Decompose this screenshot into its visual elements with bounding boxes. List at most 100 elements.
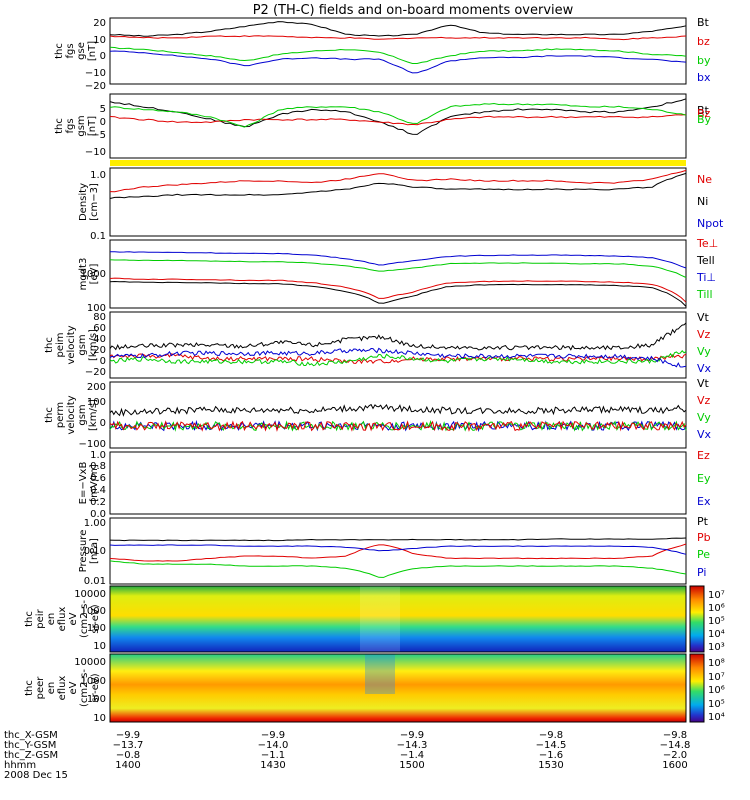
series-line-bx — [109, 50, 687, 74]
series-line-vx — [109, 347, 687, 368]
y-tick-label: 0.01 — [84, 576, 106, 587]
panel-frame — [109, 93, 687, 159]
y-tick-label: −20 — [85, 81, 106, 92]
y-tick-label: 100 — [87, 694, 106, 705]
ylabel-line: thc — [24, 611, 35, 627]
panel-frame — [109, 167, 687, 237]
legend-pe: Pe — [697, 548, 710, 561]
ylabel-line: [mV/m] — [89, 464, 100, 502]
x-tick-value: −14.5 — [536, 740, 567, 751]
y-tick-label: 80 — [93, 312, 106, 323]
legend-pb: Pb — [697, 531, 711, 544]
colorbar — [689, 653, 705, 723]
panel-fgs-gsm: thc fgs gsm [nT] 5 0 −5 −10 Bt Bz By — [54, 93, 712, 159]
series-line-bt — [109, 21, 687, 37]
series-line-vz — [109, 420, 687, 432]
legend-vx: Vx — [697, 428, 712, 441]
ylabel-line: E=−VxB — [78, 462, 89, 505]
legend-vx: Vx — [697, 362, 712, 375]
series-line-by — [109, 102, 687, 128]
x-axis-row-label: thc_Y-GSM — [4, 740, 56, 751]
ylabel-line: Density — [78, 183, 89, 221]
series-line-ni — [109, 172, 687, 199]
x-tick-value: 1530 — [538, 760, 563, 771]
x-tick-value: −14.3 — [397, 740, 428, 751]
panel-efield: E=−VxB [mV/m] 1.0 0.8 0.6 0.4 0.2 0.0 Ez… — [78, 449, 711, 520]
ylabel-line: velocity — [66, 325, 77, 364]
y-tick-label: 1.0 — [90, 170, 106, 181]
ylabel-line: thc — [44, 407, 55, 423]
legend-tepar: Tell — [696, 254, 715, 267]
series-line-pb — [109, 543, 687, 562]
panel-peim-velocity: thc peim velocity gsm [km/s] 80 60 40 20… — [44, 311, 712, 379]
x-axis-row-label: hhmm — [4, 760, 36, 771]
legend-ez: Ez — [697, 449, 710, 462]
legend-npot: Npot — [697, 217, 724, 230]
x-tick-value: −9.9 — [261, 730, 285, 741]
series-line-bz — [109, 35, 687, 41]
panel-frame — [109, 517, 687, 585]
legend-bx: bx — [697, 71, 711, 84]
colorbar-tick: 10⁴ — [708, 629, 725, 640]
x-tick-value: −9.9 — [400, 730, 424, 741]
legend-vt: Vt — [697, 377, 710, 390]
ylabel-line: fgs — [65, 118, 76, 133]
y-tick-label: 0 — [100, 356, 106, 367]
spectrogram-dip — [365, 654, 395, 694]
x-tick-value: −13.7 — [113, 740, 144, 751]
legend-teperp: Te⊥ — [696, 237, 718, 250]
panel-frame — [109, 451, 687, 515]
series-line-pi — [109, 544, 687, 555]
y-tick-label: 0.4 — [90, 485, 106, 496]
x-tick-value: 1430 — [260, 760, 285, 771]
ylabel-line: eV — [68, 612, 79, 625]
y-tick-label: 100 — [87, 303, 106, 314]
y-tick-label: 0 — [100, 51, 106, 62]
y-tick-label: −100 — [79, 439, 106, 450]
series-line-teperp — [109, 277, 687, 303]
y-tick-label: 10 — [93, 713, 106, 724]
y-tick-label: 10 — [93, 35, 106, 46]
y-tick-label: 0.0 — [90, 509, 106, 520]
x-tick-value: −9.8 — [539, 730, 563, 741]
panel-peer-spectrogram: thc peer en eflux eV (cm2-s- sr-eV) 1000… — [24, 653, 725, 724]
x-tick-value: 1500 — [399, 760, 424, 771]
panel-peir-spectrogram: thc peir en eflux eV (cm2-s- sr-eV) 1000… — [24, 585, 725, 653]
yellow-separator-bar — [110, 160, 686, 166]
x-tick-value: −9.9 — [116, 730, 140, 741]
colorbar-tick: 10⁵ — [708, 616, 725, 627]
ylabel-line: peer — [35, 676, 46, 700]
ylabel-line: [eV] — [89, 264, 100, 285]
y-tick-label: 10000 — [74, 589, 106, 600]
y-tick-label: 100 — [87, 397, 106, 408]
spectrogram-dip — [360, 586, 400, 652]
y-tick-label: 1000 — [81, 269, 106, 280]
legend-by: by — [697, 54, 711, 67]
x-tick-value: −1.1 — [261, 750, 285, 761]
ylabel-line: thc — [24, 680, 35, 696]
y-tick-label: 0.2 — [90, 497, 106, 508]
y-tick-label: 1000 — [81, 676, 106, 687]
colorbar-tick: 10⁵ — [708, 699, 725, 710]
x-tick-value: −1.4 — [400, 750, 424, 761]
series-line-pe — [109, 560, 687, 578]
x-tick-value: −14.8 — [660, 740, 691, 751]
panel-density: Density [cm−3] 1.0 0.1 Ne Ni Npot — [78, 167, 724, 242]
y-tick-label: 5 — [100, 104, 106, 115]
ylabel-line: Pressure — [78, 530, 89, 573]
y-tick-label: 0.6 — [90, 473, 106, 484]
y-tick-label: −10 — [85, 68, 106, 79]
ylabel-line: [km/s] — [88, 329, 99, 361]
series-line-tepar — [109, 280, 687, 307]
x-axis-date: 2008 Dec 15 — [4, 770, 68, 781]
ylabel-line: [nT] — [87, 116, 98, 136]
panel-fgs-gse: thc fgs gse [nT] 20 10 0 −10 −20 Bt bz b… — [54, 16, 711, 92]
series-line-vy — [109, 420, 687, 432]
panel-perm-velocity: thc perm velocity gsm [km/s] 200 100 0 −… — [44, 377, 712, 450]
ylabel-line: [nPa] — [89, 538, 100, 564]
panel-frame — [109, 381, 687, 449]
spectrogram-background — [110, 654, 686, 722]
ylabel-line: gse — [76, 42, 87, 60]
ylabel-line: gsm — [77, 334, 88, 355]
ylabel-line: en — [46, 682, 57, 695]
